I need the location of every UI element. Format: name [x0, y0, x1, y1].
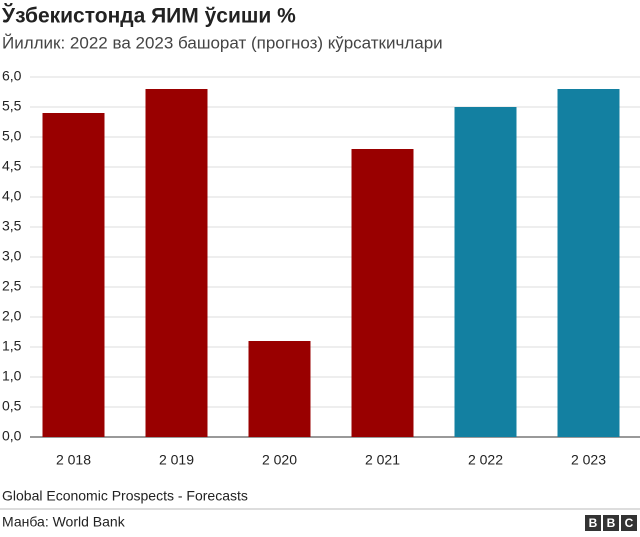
source: Манба: World Bank	[2, 514, 126, 530]
bar	[454, 107, 517, 437]
y-tick-label: 3,0	[2, 248, 22, 264]
note: Global Economic Prospects - Forecasts	[2, 488, 248, 504]
logo-box	[585, 515, 601, 531]
y-tick-label: 0,5	[2, 398, 22, 414]
y-tick-label: 3,5	[2, 218, 22, 234]
chart-title: Ўзбекистонда ЯИМ ўсиши %	[1, 4, 296, 28]
chart-subtitle: Йиллик: 2022 ва 2023 башорат (прогноз) к…	[2, 33, 443, 52]
y-tick-label: 5,5	[2, 98, 22, 114]
y-tick-label: 4,0	[2, 188, 22, 204]
y-tick-label: 2,5	[2, 278, 22, 294]
x-tick-label: 2 023	[571, 452, 606, 468]
logo-letter: B	[589, 516, 598, 530]
x-tick-label: 2 018	[56, 452, 91, 468]
y-tick-label: 1,5	[2, 338, 22, 354]
logo-letter: B	[607, 516, 616, 530]
x-tick-label: 2 020	[262, 452, 297, 468]
bar	[42, 113, 105, 437]
y-tick-label: 0,0	[2, 428, 22, 444]
y-tick-label: 5,0	[2, 128, 22, 144]
y-tick-label: 4,5	[2, 158, 22, 174]
logo-box	[603, 515, 619, 531]
bar	[248, 341, 311, 437]
bar	[557, 89, 620, 437]
x-tick-label: 2 022	[468, 452, 503, 468]
bar	[351, 149, 414, 437]
y-tick-label: 6,0	[2, 68, 22, 84]
x-tick-label: 2 019	[159, 452, 194, 468]
y-tick-label: 2,0	[2, 308, 22, 324]
logo-box	[621, 515, 637, 531]
bar	[145, 89, 208, 437]
x-tick-label: 2 021	[365, 452, 400, 468]
y-tick-label: 1,0	[2, 368, 22, 384]
logo-letter: C	[625, 516, 634, 530]
